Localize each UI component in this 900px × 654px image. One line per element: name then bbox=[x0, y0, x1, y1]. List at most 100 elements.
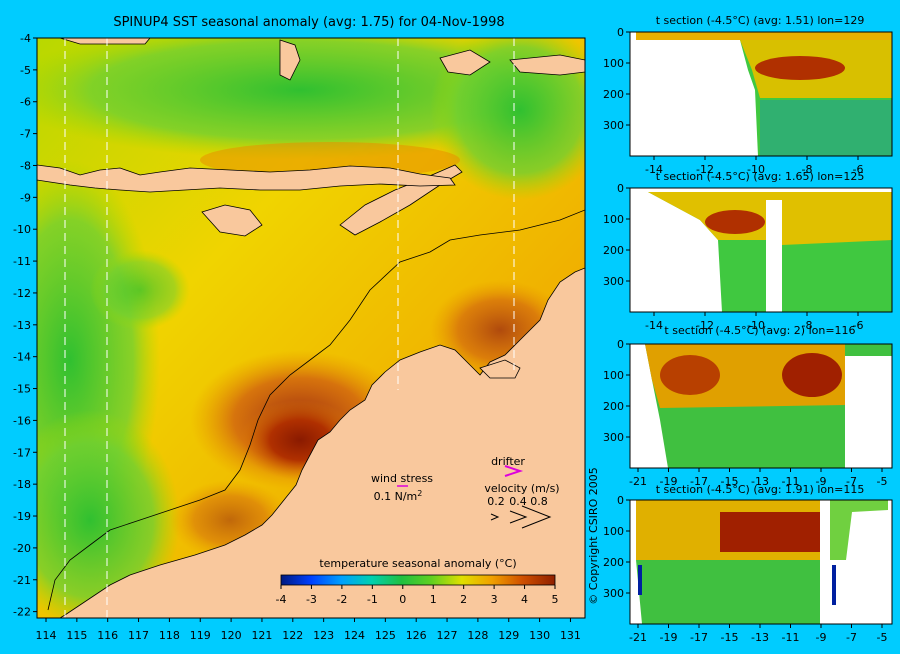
colorbar-tick-label: 0 bbox=[399, 593, 406, 606]
colorbar-tick-label: 3 bbox=[491, 593, 498, 606]
wind-stress-scale-value: 0.1 N/m bbox=[374, 490, 418, 503]
longitude-tick-label: 120 bbox=[221, 629, 242, 642]
section-warm-core-west bbox=[660, 355, 720, 395]
section-y-axis: 0 100 200 300 bbox=[603, 26, 630, 132]
section-y-axis: 0 100 200 300 bbox=[603, 494, 630, 600]
section-title: t section (-4.5°C) (avg: 1.51) lon=129 bbox=[656, 14, 865, 27]
land-seram bbox=[509, 54, 585, 76]
section-depth-label: 200 bbox=[603, 88, 624, 101]
longitude-tick-label: 130 bbox=[529, 629, 550, 642]
section-depth-label: 300 bbox=[603, 431, 624, 444]
section-y-axis: 0 100 200 300 bbox=[603, 182, 630, 288]
section-depth-label: 0 bbox=[617, 338, 624, 351]
section-lat-label: -5 bbox=[877, 475, 888, 488]
colorbar-tick-label: 2 bbox=[460, 593, 467, 606]
land-australia bbox=[59, 267, 585, 618]
section-panel-lon129[interactable]: t section (-4.5°C) (avg: 1.51) lon=129 0… bbox=[603, 14, 893, 176]
wind-stress-legend: wind stress 0.1 N/m2 bbox=[371, 472, 433, 503]
section-lat-label: -17 bbox=[690, 631, 708, 644]
section-depth-label: 100 bbox=[603, 525, 624, 538]
longitude-tick-label: 122 bbox=[282, 629, 303, 642]
drifter-label: drifter bbox=[491, 455, 525, 468]
drifter-legend: drifter velocity (m/s) 0.2 0.4 0.8 bbox=[484, 455, 560, 529]
latitude-tick-label: -18 bbox=[13, 478, 31, 491]
section-depth-label: 0 bbox=[617, 494, 624, 507]
section-depth-label: 100 bbox=[603, 369, 624, 382]
longitude-tick-label: 127 bbox=[437, 629, 458, 642]
section-depth-label: 300 bbox=[603, 119, 624, 132]
section-cold-streak-east bbox=[832, 565, 836, 605]
latitude-tick-label: -15 bbox=[13, 383, 31, 396]
latitude-tick-label: -7 bbox=[20, 128, 31, 141]
section-lat-label: -13 bbox=[751, 631, 769, 644]
latitude-tick-label: -17 bbox=[13, 446, 31, 459]
copyright-text: © Copyright CSIRO 2005 bbox=[587, 467, 600, 604]
latitude-tick-label: -4 bbox=[20, 32, 31, 45]
section-panel-lon125[interactable]: t section (-4.5°C) (avg: 1.65) lon=125 0… bbox=[603, 170, 893, 332]
longitude-tick-label: 128 bbox=[467, 629, 488, 642]
land-sumba bbox=[201, 204, 263, 237]
section-fill-east bbox=[830, 500, 888, 560]
latitude-tick-label: -12 bbox=[13, 287, 31, 300]
land-lesser-sunda bbox=[37, 164, 456, 193]
anomaly-patch-green-ne bbox=[430, 38, 585, 200]
latitude-tick-label: -21 bbox=[13, 574, 31, 587]
latitude-tick-label: -8 bbox=[20, 159, 31, 172]
section-lat-label: -5 bbox=[877, 631, 888, 644]
section-lat-label: -7 bbox=[846, 475, 857, 488]
latitude-tick-label: -9 bbox=[20, 191, 31, 204]
section-lat-label: -6 bbox=[853, 163, 864, 176]
anomaly-patch-green-mid bbox=[90, 250, 190, 330]
section-x-axis: -14 -12 -10 -8 -6 bbox=[645, 312, 863, 332]
section-warm-core bbox=[720, 512, 820, 552]
section-lat-label: -6 bbox=[853, 319, 864, 332]
longitude-tick-label: 114 bbox=[36, 629, 57, 642]
latitude-tick-label: -20 bbox=[13, 542, 31, 555]
map-title: SPINUP4 SST seasonal anomaly (avg: 1.75)… bbox=[113, 15, 504, 30]
anomaly-patch-green-sw bbox=[37, 410, 180, 618]
section-panel-lon116[interactable]: t section (-4.5°C) (avg: 2) lon=116 0 100… bbox=[603, 324, 893, 488]
section-lat-label: -8 bbox=[802, 163, 813, 176]
longitude-tick-label: 117 bbox=[128, 629, 149, 642]
section-lat-label: -10 bbox=[747, 319, 765, 332]
section-lat-label: -14 bbox=[645, 163, 663, 176]
section-depth-label: 100 bbox=[603, 213, 624, 226]
latitude-tick-label: -16 bbox=[13, 414, 31, 427]
longitude-tick-label: 119 bbox=[190, 629, 211, 642]
velocity-label: velocity (m/s) bbox=[484, 482, 559, 495]
section-depth-label: 0 bbox=[617, 182, 624, 195]
colorbar-tick-label: 5 bbox=[552, 593, 559, 606]
colorbar-tick-label: 4 bbox=[521, 593, 528, 606]
latitude-tick-label: -22 bbox=[13, 606, 31, 619]
section-fill-deep bbox=[760, 100, 892, 156]
wind-stress-scale: 0.1 N/m2 bbox=[374, 489, 423, 503]
section-lat-label: -14 bbox=[645, 319, 663, 332]
colorbar-title: temperature seasonal anomaly (°C) bbox=[319, 557, 516, 570]
land-north-strip bbox=[59, 38, 151, 45]
section-lat-label: -17 bbox=[690, 475, 708, 488]
colorbar: temperature seasonal anomaly (°C) -4 -3 -2… bbox=[276, 557, 559, 606]
section-lat-label: -15 bbox=[721, 475, 739, 488]
section-cold-streak-west bbox=[638, 565, 642, 595]
section-lat-label: -12 bbox=[696, 319, 714, 332]
longitude-tick-label: 125 bbox=[375, 629, 396, 642]
land-south-peninsula bbox=[479, 359, 521, 379]
latitude-tick-label: -14 bbox=[13, 351, 31, 364]
section-x-axis: -14 -12 -10 -8 -6 bbox=[645, 156, 863, 176]
section-lat-label: -7 bbox=[846, 631, 857, 644]
longitude-tick-label: 123 bbox=[313, 629, 334, 642]
section-depth-label: 200 bbox=[603, 400, 624, 413]
section-lat-label: -15 bbox=[721, 631, 739, 644]
section-x-axis: -21 -19 -17 -15 -13 -11 -9 -7 -5 bbox=[629, 624, 887, 644]
latitude-tick-label: -5 bbox=[20, 64, 31, 77]
longitude-axis: 114 115 116 117 118 119 120 121 122 123 124 125 126 1… bbox=[36, 618, 581, 642]
section-lat-label: -19 bbox=[660, 631, 678, 644]
section-title: t section (-4.5°C) (avg: 2) lon=116 bbox=[664, 324, 855, 337]
section-depth-label: 300 bbox=[603, 275, 624, 288]
sst-map[interactable] bbox=[0, 20, 610, 630]
longitude-tick-label: 131 bbox=[560, 629, 581, 642]
section-fill-upper bbox=[648, 192, 892, 245]
section-panel-lon115[interactable]: t section (-4.5°C) (avg: 1.91) lon=115 0… bbox=[603, 483, 893, 644]
velocity-speed-2: 0.4 bbox=[509, 495, 527, 508]
